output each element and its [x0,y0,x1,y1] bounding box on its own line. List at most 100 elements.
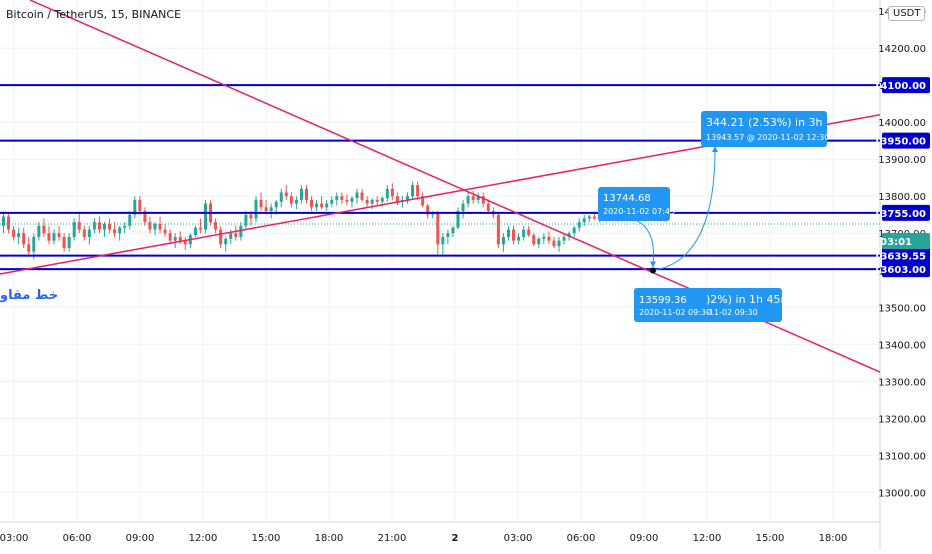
time-tick-label: 06:00 [567,533,596,544]
currency-button[interactable]: USDT [888,6,926,21]
candle-body [239,225,243,237]
price-tick-label: 14000.00 [878,118,926,129]
candle-body [330,199,334,204]
candle-body [118,227,122,234]
candle-body [103,223,106,230]
projection-point [650,267,656,274]
candle-body [582,218,586,223]
candle-body [47,233,51,241]
candle-body [345,199,349,202]
price-line-label-bg [882,77,930,94]
price-tick-label: 13100.00 [878,451,926,462]
candle-body [325,203,329,208]
candle-body [158,223,162,230]
time-tick-label: 21:00 [378,533,407,544]
price-tick-label: 13400.00 [878,340,926,351]
candle-body [2,216,5,226]
candle-body [32,236,36,252]
candle-body [416,185,420,197]
candle-body [411,185,415,197]
candle-body [335,196,339,200]
candle-body [370,199,374,204]
candle-body [320,203,324,208]
candle-body [340,196,344,200]
candle-body [183,240,187,245]
candle-body [355,192,359,199]
candle-body [153,223,157,230]
callouts: 13744.68 2020-11-02 07:45 344.21 (2.53%) i… [598,111,829,322]
candle-body [259,199,263,208]
candle-body [310,199,314,208]
candle-body [229,233,233,239]
grid [0,0,881,550]
candle-body [214,222,218,230]
horizontal-lines[interactable] [0,84,880,271]
candle-body [17,233,21,237]
candle-body [547,236,551,241]
candle-body [486,203,490,212]
candle-body [365,199,369,204]
candle-body [406,196,409,200]
candle-body [82,229,86,237]
candle-body [244,214,248,226]
price-axis[interactable]: 13000.00 13100.00 13200.00 13300.00 13400.00… [873,0,932,550]
time-tick-label: 12:00 [189,533,218,544]
candle-body [436,212,440,245]
candle-body [113,229,117,234]
callout-box [598,187,670,221]
time-tick-label: 09:00 [126,533,155,544]
candle-body [143,211,147,223]
candle-body [198,227,202,230]
candle-body [380,198,384,202]
candle-body [305,188,308,200]
price-line-label: 13755.00 [873,209,926,220]
candle-body [471,196,475,200]
candle-body [517,236,521,241]
candle-body [42,225,46,234]
symbol-title[interactable]: Bitcoin / TetherUS, 15, BINANCE [6,8,182,21]
candle-body [254,199,258,219]
candle-body [279,192,283,202]
candle-body [507,229,510,237]
projection-arrow-up [652,149,716,271]
callout-text: 2020-11-02 09:30 [639,308,711,317]
candle-body [77,222,81,230]
candle-body [123,225,127,228]
candle-body [572,227,576,234]
candle-body [587,216,591,219]
price-line-label: 13639.55 [873,252,926,263]
candle-body [537,238,541,245]
candle-body [592,216,596,219]
candle-body [52,233,56,241]
candle-body [224,238,228,245]
candle-body [219,229,223,245]
time-tick-label: 18:00 [819,533,848,544]
candle-body [395,196,399,202]
price-line-label: 13950.00 [873,137,926,148]
countdown-label: 03:01 [880,237,912,248]
candle-body [294,199,298,204]
candle-body [72,222,76,237]
price-tick-label: 13300.00 [878,377,926,388]
candle-body [269,207,273,212]
candle-body [451,227,455,234]
candle-body [542,236,546,239]
candle-body [527,229,531,236]
candle-body [552,240,556,247]
candle-body [37,225,41,237]
candle-body [461,203,465,212]
time-axis[interactable]: 03:00 06:00 09:00 12:00 15:00 18:00 21:00 2 03:0… [0,533,847,544]
candle-body [532,235,536,245]
price-tick-label: 13900.00 [878,155,926,166]
candle-body [12,229,16,237]
time-tick-label: 03:00 [504,533,533,544]
candle-body [446,233,450,237]
candle-body [284,192,288,197]
price-line-label: 14100.00 [873,81,926,92]
time-tick-label: 09:00 [630,533,659,544]
price-tick-label: 13500.00 [878,303,926,314]
candle-body [193,227,197,236]
callout-text: 13744.68 [603,193,651,204]
